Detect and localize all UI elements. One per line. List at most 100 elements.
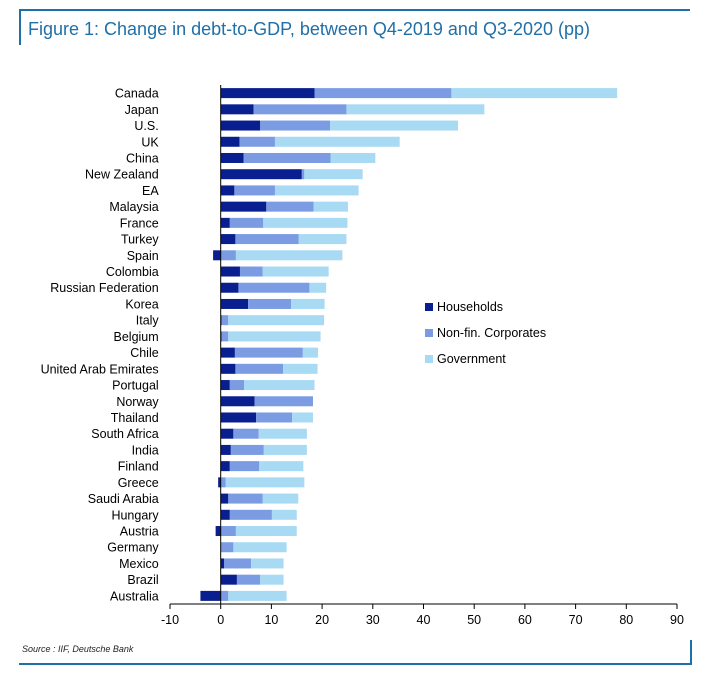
bar-households-12 xyxy=(220,282,239,293)
bar-non-fin-corporates-18 xyxy=(229,380,245,391)
bar-households-4 xyxy=(220,152,244,163)
bar-non-fin-corporates-10 xyxy=(220,250,236,261)
frame-bottom-rule xyxy=(19,663,692,665)
bar-households-5 xyxy=(220,169,302,180)
bar-non-fin-corporates-5 xyxy=(301,169,305,180)
bar-government-2 xyxy=(330,120,458,131)
category-label: United Arab Emirates xyxy=(41,362,159,376)
bar-households-19 xyxy=(220,396,255,407)
bar-non-fin-corporates-13 xyxy=(248,298,292,309)
category-label: U.S. xyxy=(134,119,158,133)
bar-government-16 xyxy=(302,347,319,358)
bar-households-16 xyxy=(220,347,235,358)
category-label: Saudi Arabia xyxy=(88,492,159,506)
bar-government-25 xyxy=(262,493,299,504)
category-label: Malaysia xyxy=(109,200,158,214)
category-label: India xyxy=(132,443,159,457)
legend-label: Government xyxy=(437,352,506,366)
bar-government-22 xyxy=(263,444,307,455)
frame-right-rule xyxy=(690,640,692,665)
category-label: Thailand xyxy=(111,411,159,425)
category-label: New Zealand xyxy=(85,168,159,182)
category-label: Finland xyxy=(118,460,159,474)
bar-government-13 xyxy=(291,298,325,309)
bar-non-fin-corporates-20 xyxy=(256,412,293,423)
bar-non-fin-corporates-28 xyxy=(220,542,234,553)
bar-non-fin-corporates-31 xyxy=(220,590,229,601)
bar-households-6 xyxy=(220,185,235,196)
bar-government-28 xyxy=(233,542,287,553)
category-label: Greece xyxy=(118,476,159,490)
category-label: Chile xyxy=(130,346,159,360)
bar-households-21 xyxy=(220,428,234,439)
bar-government-5 xyxy=(304,169,363,180)
bar-households-2 xyxy=(220,120,261,131)
category-label: Japan xyxy=(125,103,159,117)
bar-government-4 xyxy=(330,152,376,163)
category-label: Colombia xyxy=(106,265,159,279)
bar-non-fin-corporates-15 xyxy=(221,331,229,342)
category-label: South Africa xyxy=(91,427,158,441)
bar-households-31 xyxy=(200,590,221,601)
bar-government-8 xyxy=(263,217,348,228)
bar-non-fin-corporates-3 xyxy=(239,136,275,147)
category-label: UK xyxy=(141,135,159,149)
bar-government-29 xyxy=(251,558,284,569)
category-label: Germany xyxy=(107,541,159,555)
bar-government-30 xyxy=(260,574,284,585)
bar-non-fin-corporates-22 xyxy=(230,444,264,455)
legend-label: Households xyxy=(437,300,503,314)
bar-non-fin-corporates-4 xyxy=(243,152,331,163)
bar-government-23 xyxy=(259,461,304,472)
category-label: China xyxy=(126,151,159,165)
bar-households-27 xyxy=(215,526,221,537)
bar-households-9 xyxy=(220,234,236,245)
bar-households-10 xyxy=(213,250,221,261)
bar-households-18 xyxy=(220,380,230,391)
bar-non-fin-corporates-21 xyxy=(233,428,259,439)
chart-title: Figure 1: Change in debt-to-GDP, between… xyxy=(28,19,591,39)
bar-households-29 xyxy=(220,558,225,569)
category-label: Russian Federation xyxy=(50,281,158,295)
bar-non-fin-corporates-12 xyxy=(238,282,310,293)
bar-households-8 xyxy=(220,217,230,228)
category-label: Belgium xyxy=(114,330,159,344)
x-tick-label: 90 xyxy=(670,613,684,627)
frame-top-rule xyxy=(19,9,690,11)
bar-households-22 xyxy=(220,444,231,455)
bar-government-26 xyxy=(271,509,297,520)
bar-households-1 xyxy=(220,104,254,115)
bar-households-20 xyxy=(220,412,257,423)
bar-government-31 xyxy=(228,590,287,601)
bar-government-27 xyxy=(235,526,297,537)
bar-non-fin-corporates-30 xyxy=(236,574,261,585)
x-tick-label: -10 xyxy=(161,613,179,627)
x-tick-label: 40 xyxy=(417,613,431,627)
bar-government-20 xyxy=(292,412,313,423)
category-label: Austria xyxy=(120,525,159,539)
bar-households-7 xyxy=(220,201,267,212)
bar-households-0 xyxy=(220,88,315,99)
bar-non-fin-corporates-11 xyxy=(239,266,263,277)
bar-non-fin-corporates-26 xyxy=(229,509,272,520)
bar-government-10 xyxy=(235,250,343,261)
x-tick-label: 30 xyxy=(366,613,380,627)
x-tick-label: 60 xyxy=(518,613,532,627)
bar-non-fin-corporates-14 xyxy=(221,315,229,326)
bar-households-14 xyxy=(220,315,222,326)
bar-government-6 xyxy=(274,185,359,196)
bar-households-24 xyxy=(218,477,221,488)
legend-swatch xyxy=(425,329,433,337)
bar-non-fin-corporates-29 xyxy=(224,558,252,569)
bar-non-fin-corporates-7 xyxy=(266,201,314,212)
bar-non-fin-corporates-24 xyxy=(220,477,226,488)
category-label: EA xyxy=(142,184,159,198)
bar-non-fin-corporates-6 xyxy=(234,185,275,196)
x-tick-label: 10 xyxy=(264,613,278,627)
category-label: Turkey xyxy=(121,233,159,247)
frame-left-rule xyxy=(19,9,21,45)
legend-label: Non-fin. Corporates xyxy=(437,326,546,340)
bar-households-25 xyxy=(220,493,229,504)
bar-government-21 xyxy=(258,428,307,439)
